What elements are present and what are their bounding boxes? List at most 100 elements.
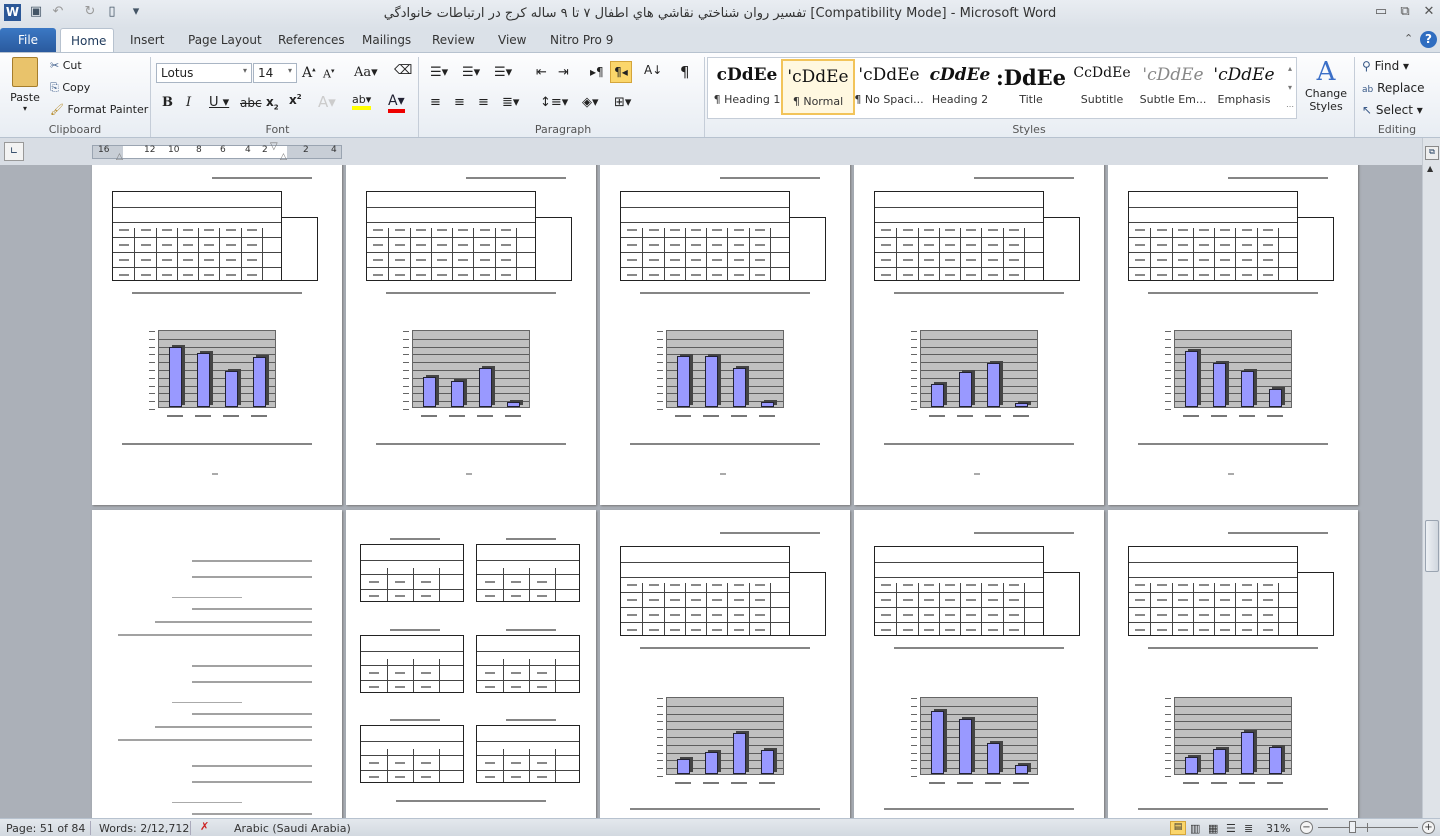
web-layout-icon[interactable]: ▦ (1208, 822, 1219, 835)
zoom-in-icon[interactable]: + (1422, 821, 1435, 834)
style-title[interactable]: :DdEe Title (994, 59, 1068, 115)
style-normal[interactable]: 'cDdEe ¶ Normal (781, 59, 855, 115)
print-layout-icon[interactable]: ▤ (1170, 821, 1186, 835)
replace-button[interactable]: ab Replace (1362, 81, 1425, 95)
tab-references[interactable]: References (278, 33, 345, 47)
ltr-icon[interactable]: ▸¶ (590, 65, 604, 79)
bold-icon[interactable]: B (162, 95, 173, 110)
select-button[interactable]: ↖ Select ▾ (1362, 103, 1423, 117)
left-indent-marker[interactable]: △ (116, 152, 123, 162)
font-name-combo[interactable]: Lotus ▾ (156, 63, 252, 83)
style-subtle-em[interactable]: 'cDdEe Subtle Em... (1136, 59, 1210, 115)
tab-view[interactable]: View (498, 33, 527, 47)
numbering-icon[interactable]: ☰▾ (462, 65, 481, 80)
shading-icon[interactable]: ◈▾ (582, 95, 599, 110)
rtl-icon[interactable]: ¶◂ (610, 61, 632, 83)
style-subtitle[interactable]: CcDdEe Subtitle (1065, 59, 1139, 115)
underline-icon[interactable]: U ▾ (209, 95, 230, 110)
zoom-slider[interactable] (1318, 821, 1418, 833)
page-1[interactable] (92, 165, 342, 505)
font-color-icon[interactable]: A▾ (388, 93, 405, 113)
align-left-icon[interactable]: ≡ (430, 95, 441, 110)
full-screen-reading-icon[interactable]: ▥ (1190, 822, 1201, 835)
page-10[interactable] (1108, 510, 1358, 818)
bullets-icon[interactable]: ☰▾ (430, 65, 449, 80)
language[interactable]: Arabic (Saudi Arabia) (234, 822, 351, 835)
tab-mailings[interactable]: Mailings (362, 33, 412, 47)
vertical-scrollbar[interactable]: ⧉ ▲ (1422, 138, 1440, 818)
borders-icon[interactable]: ⊞▾ (614, 95, 632, 110)
page-9[interactable] (854, 510, 1104, 818)
close-button[interactable]: ✕ (1423, 4, 1435, 19)
cut-button[interactable]: ✂ Cut (50, 59, 82, 72)
tab-insert[interactable]: Insert (130, 33, 165, 47)
find-button[interactable]: ⚲ Find ▾ (1362, 59, 1410, 73)
page-6[interactable] (92, 510, 342, 818)
right-indent-marker[interactable]: △ (280, 152, 287, 162)
page-4[interactable] (854, 165, 1104, 505)
tab-page-layout[interactable]: Page Layout (188, 33, 262, 47)
multilevel-list-icon[interactable]: ☰▾ (494, 65, 513, 80)
font-size-combo[interactable]: 14 ▾ (253, 63, 297, 83)
undo-icon[interactable]: ↶ (52, 4, 64, 19)
justify-icon[interactable]: ≣▾ (502, 95, 520, 110)
restore-button[interactable]: ⧉ (1400, 4, 1410, 19)
change-case-icon[interactable]: Aa▾ (354, 65, 378, 80)
tab-home[interactable]: Home (60, 28, 114, 52)
page-7[interactable] (346, 510, 596, 818)
page-5[interactable] (1108, 165, 1358, 505)
increase-indent-icon[interactable]: ⇥ (558, 65, 569, 80)
page-8[interactable] (600, 510, 850, 818)
align-right-icon[interactable]: ≡ (478, 95, 489, 110)
superscript-icon[interactable]: x2 (289, 93, 302, 107)
customize-icon[interactable]: ▾ (132, 4, 140, 19)
decrease-indent-icon[interactable]: ⇤ (536, 65, 547, 80)
paste-button[interactable]: Paste ▾ (8, 57, 42, 113)
horizontal-ruler[interactable] (92, 145, 342, 159)
minimize-button[interactable]: ▭ (1374, 4, 1388, 19)
style-emphasis[interactable]: 'cDdEe Emphasis (1207, 59, 1281, 115)
view-ruler-icon[interactable]: ⧉ (1425, 146, 1439, 160)
change-styles-button[interactable]: A Change Styles (1302, 57, 1350, 113)
scroll-up-icon[interactable]: ▲ (1427, 164, 1434, 173)
scroll-thumb[interactable] (1425, 520, 1439, 572)
page-2[interactable] (346, 165, 596, 505)
tab-file[interactable]: File (0, 28, 56, 52)
clear-formatting-icon[interactable]: ⌫ (394, 63, 413, 78)
grow-font-icon[interactable]: A▴ (302, 65, 316, 81)
align-center-icon[interactable]: ≡ (454, 95, 465, 110)
outline-icon[interactable]: ☰ (1226, 822, 1236, 835)
style-no-spaci[interactable]: 'cDdEe ¶ No Spaci... (852, 59, 926, 115)
draft-icon[interactable]: ≣ (1244, 822, 1254, 835)
zoom-slider-thumb[interactable] (1349, 821, 1356, 833)
word-icon[interactable]: W (4, 4, 21, 21)
first-line-indent-marker[interactable]: ▽ (270, 141, 278, 152)
tab-selector[interactable]: ∟ (4, 142, 24, 161)
format-painter-button[interactable]: 🖌 Format Painter (50, 103, 148, 116)
tab-review[interactable]: Review (432, 33, 475, 47)
help-icon[interactable]: ? (1420, 31, 1437, 48)
minimize-ribbon-icon[interactable]: ⌃ (1404, 32, 1414, 45)
line-spacing-icon[interactable]: ↕≡▾ (540, 95, 569, 110)
page-count[interactable]: Page: 51 of 84 (6, 822, 86, 835)
shrink-font-icon[interactable]: A▾ (323, 67, 335, 81)
style-heading-2[interactable]: cDdEe Heading 2 (923, 59, 997, 115)
show-marks-icon[interactable]: ¶ (680, 63, 690, 81)
new-document-icon[interactable]: ▯ (108, 4, 116, 19)
word-count[interactable]: Words: 2/12,712 (99, 822, 190, 835)
styles-scroll[interactable]: ▴ ▾ ⋯ (1286, 64, 1294, 111)
subscript-icon[interactable]: x2 (266, 95, 279, 112)
strikethrough-icon[interactable]: abc (240, 96, 262, 110)
copy-button[interactable]: ⎘ Copy (50, 81, 90, 95)
tab-nitro-pro[interactable]: Nitro Pro 9 (550, 33, 614, 47)
sort-icon[interactable]: A↓ (644, 63, 663, 77)
style-heading-1[interactable]: cDdEe ¶ Heading 1 (710, 59, 784, 115)
zoom-level[interactable]: 31% (1266, 822, 1291, 835)
redo-icon[interactable]: ↻ (84, 4, 96, 19)
proofing-icon[interactable]: ✗ (200, 820, 210, 833)
document-area[interactable] (0, 165, 1422, 818)
zoom-out-icon[interactable]: − (1300, 821, 1313, 834)
italic-icon[interactable]: I (186, 95, 192, 110)
save-icon[interactable]: ▣ (29, 4, 43, 19)
text-effects-icon[interactable]: A▾ (318, 93, 336, 111)
